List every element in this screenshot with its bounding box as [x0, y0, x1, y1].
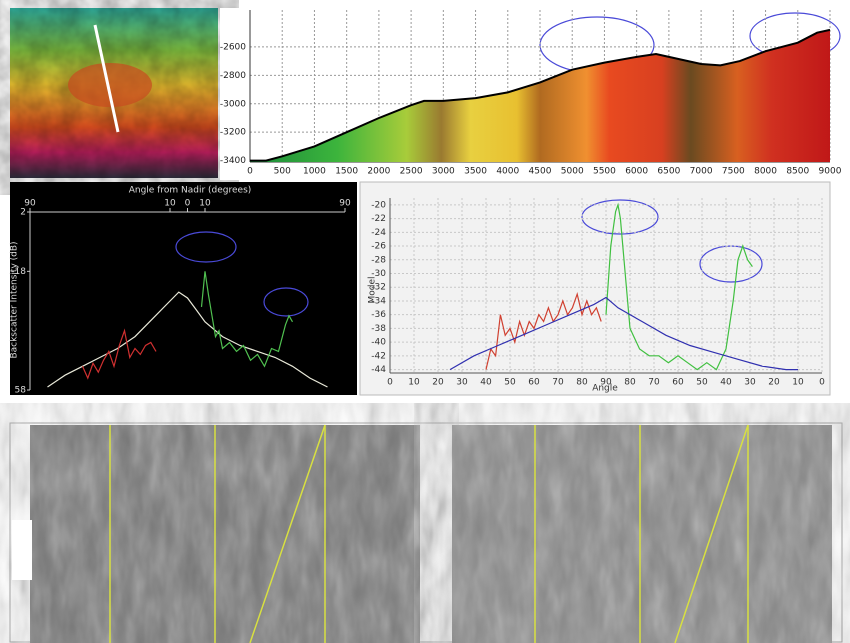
y-tick-label: -32 — [371, 283, 386, 293]
y-tick-label: -40 — [371, 338, 386, 348]
y-tick-label: -3200 — [220, 128, 246, 138]
x-tick-label: 60 — [528, 378, 540, 388]
y-tick-label: -2600 — [220, 42, 246, 52]
x-tick-label: 20 — [768, 378, 780, 388]
x-tick-label: 6000 — [625, 167, 648, 177]
y-tick-label: -22 — [371, 214, 386, 224]
x-tick-label: 9000 — [819, 167, 842, 177]
x-tick-label: 20 — [432, 378, 444, 388]
x-tick-label: 90 — [600, 378, 612, 388]
x-tick-label: 0 — [819, 378, 825, 388]
x-tick-label: 80 — [576, 378, 588, 388]
y-tick-label: -2800 — [220, 71, 246, 81]
x-tick-label: 2500 — [400, 167, 423, 177]
y-tick-label: -30 — [371, 269, 386, 279]
x-tick-label: 10 — [792, 378, 804, 388]
x-tick-label: 50 — [504, 378, 516, 388]
x-tick-label: 1000 — [303, 167, 326, 177]
x-tick-label: 80 — [624, 378, 636, 388]
x-tick-label: 1500 — [335, 167, 358, 177]
model-panel — [360, 182, 830, 395]
x-tick-label: 10 — [408, 378, 420, 388]
x-tick-label: 8500 — [786, 167, 809, 177]
x-tick-label: 70 — [552, 378, 564, 388]
x-tick-label: 8000 — [754, 167, 777, 177]
x-tick-label: 5000 — [561, 167, 584, 177]
y-tick-label: -34 — [371, 296, 386, 306]
backscatter-panel — [10, 182, 357, 395]
x-tick-label: 70 — [648, 378, 660, 388]
y-tick-label: -44 — [371, 365, 386, 375]
x-tick-label: 2000 — [367, 167, 390, 177]
y-axis-title: Backscatter Intensity (dB) — [10, 241, 20, 358]
x-tick-label: 7500 — [722, 167, 745, 177]
y-tick-label: -3400 — [220, 156, 246, 166]
y-tick-label: 58 — [15, 386, 27, 396]
x-tick-label: 40 — [720, 378, 732, 388]
mosaic-gap — [12, 520, 32, 580]
y-tick-label: -38 — [371, 324, 386, 334]
y-tick-label: -28 — [371, 255, 386, 265]
mosaic-left-texture — [30, 425, 420, 643]
x-tick-label: 7000 — [690, 167, 713, 177]
x-tick-label: 60 — [672, 378, 684, 388]
y-tick-label: -20 — [371, 200, 386, 210]
x-tick-label: 500 — [274, 167, 291, 177]
x-tick-label: 90 — [339, 199, 351, 209]
x-tick-label: 3500 — [464, 167, 487, 177]
x-tick-label: 50 — [696, 378, 708, 388]
x-tick-label: 40 — [480, 378, 492, 388]
y-tick-label: -24 — [371, 228, 386, 238]
chart-title: Angle from Nadir (degrees) — [129, 186, 252, 196]
y-tick-label: 2 — [20, 208, 26, 218]
x-tick-label: 6500 — [657, 167, 680, 177]
x-tick-label: 4500 — [529, 167, 552, 177]
x-tick-label: 5500 — [593, 167, 616, 177]
y-tick-label: -18 — [11, 267, 26, 277]
x-tick-label: 10 — [199, 199, 211, 209]
x-tick-label: 0 — [387, 378, 393, 388]
x-tick-label: 30 — [744, 378, 756, 388]
x-tick-label: 0 — [247, 167, 253, 177]
x-tick-label: 0 — [185, 199, 191, 209]
x-tick-label: 10 — [164, 199, 176, 209]
x-tick-label: 90 — [24, 199, 36, 209]
x-tick-label: 3000 — [432, 167, 455, 177]
y-tick-label: -26 — [371, 242, 386, 252]
y-tick-label: -42 — [371, 351, 386, 361]
y-tick-label: -36 — [371, 310, 386, 320]
figure: Angle from Nadir (degrees) Backscatter I… — [0, 0, 850, 643]
x-tick-label: 4000 — [496, 167, 519, 177]
y-tick-label: -3000 — [220, 99, 246, 109]
x-tick-label: 30 — [456, 378, 468, 388]
mosaic-right-texture — [452, 425, 832, 643]
